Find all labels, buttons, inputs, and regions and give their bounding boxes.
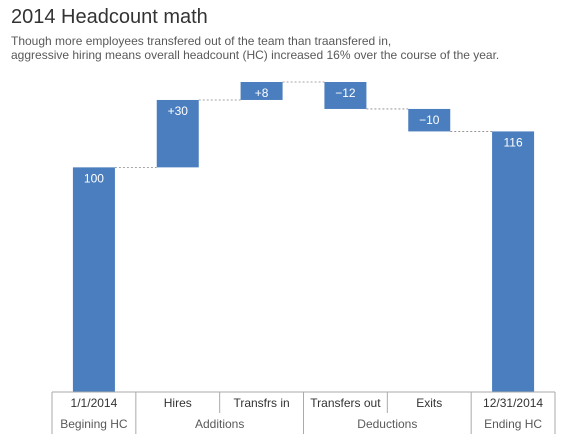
group-label-deductions: Deductions: [357, 417, 417, 431]
group-label-additions: Additions: [195, 417, 244, 431]
value-label-12-31-2014: 116: [504, 135, 523, 149]
category-label-transfers-out: Transfers out: [310, 396, 381, 410]
category-label-hires: Hires: [164, 396, 192, 410]
category-label-transfrs-in: Transfrs in: [233, 396, 289, 410]
category-label-1-1-2014: 1/1/2014: [71, 396, 118, 410]
value-label-1-1-2014: 100: [84, 171, 104, 185]
bar-1-1-2014: [72, 167, 115, 392]
subtitle-line-2: aggressive hiring means overall headcoun…: [11, 48, 500, 62]
chart-subtitle: Though more employees transfered out of …: [11, 34, 561, 62]
subtitle-line-1: Though more employees transfered out of …: [11, 34, 392, 48]
connector-lines: [114, 81, 493, 168]
group-label-begining-hc: Begining HC: [60, 417, 128, 431]
category-label-exits: Exits: [416, 396, 442, 410]
value-label-hires: +30: [168, 104, 189, 118]
bars-group: 100 +30 +8 −12 −10 116: [72, 82, 535, 392]
bar-transfrs-in: [240, 82, 283, 100]
bar-transfers-out: [324, 82, 367, 109]
bar-12-31-2014: [492, 131, 535, 392]
value-label-transfrs-in: +8: [255, 86, 269, 100]
chart-title: 2014 Headcount math: [11, 6, 208, 28]
category-axis: 1/1/2014 Hires Transfrs in Transfers out Exi…: [51, 391, 556, 434]
bar-exits: [408, 108, 451, 132]
value-label-exits: −10: [419, 113, 440, 127]
category-label-12-31-2014: 12/31/2014: [483, 396, 543, 410]
value-label-transfers-out: −12: [335, 86, 356, 100]
bar-hires: [156, 99, 199, 168]
group-label-ending-hc: Ending HC: [484, 417, 542, 431]
